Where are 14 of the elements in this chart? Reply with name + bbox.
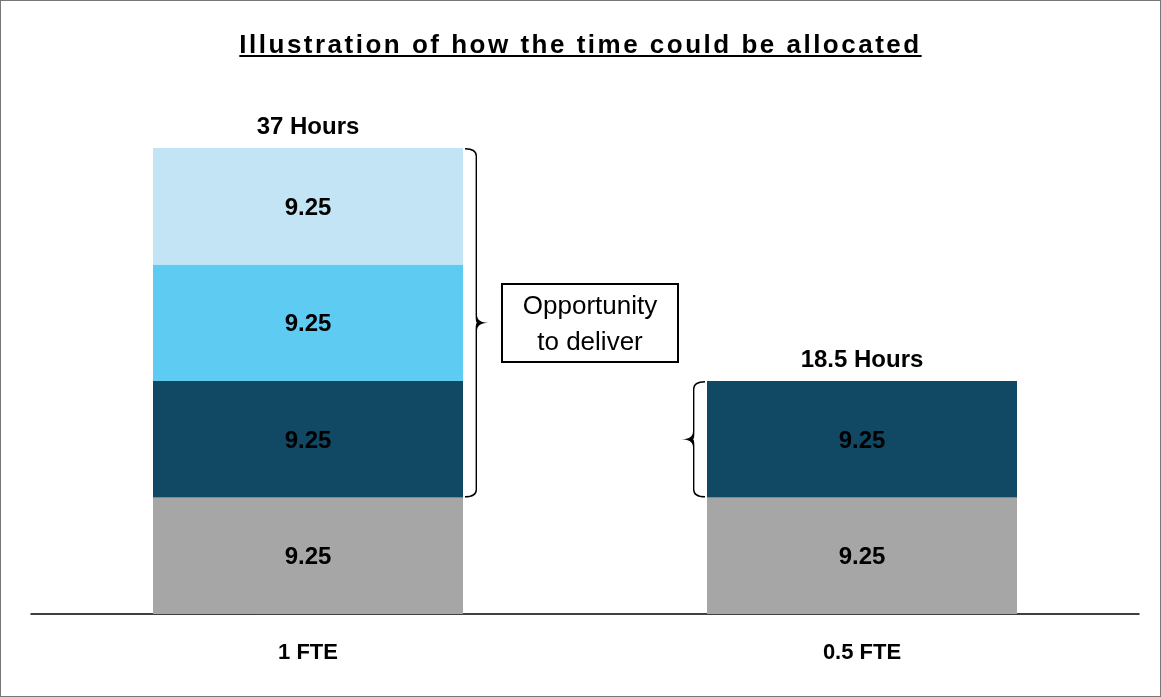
x-tick-label: 0.5 FTE: [822, 638, 902, 664]
data-label: 9.25: [838, 425, 886, 453]
total-label: 18.5 Hours: [800, 345, 924, 372]
x-tick-label: 1 FTE: [278, 638, 338, 664]
bar: [153, 497, 463, 614]
annotation: Opportunity to deliver: [501, 282, 679, 363]
data-label: 9.25: [284, 192, 332, 220]
chart-title: Illustration of how the time could be allocated: [238, 29, 923, 60]
total-label: 37 Hours: [256, 112, 360, 139]
data-label: 9.25: [284, 542, 332, 570]
data-label: 9.25: [284, 425, 332, 453]
bar: [707, 497, 1017, 614]
data-label: 9.25: [284, 309, 332, 337]
data-label: 9.25: [838, 542, 886, 570]
